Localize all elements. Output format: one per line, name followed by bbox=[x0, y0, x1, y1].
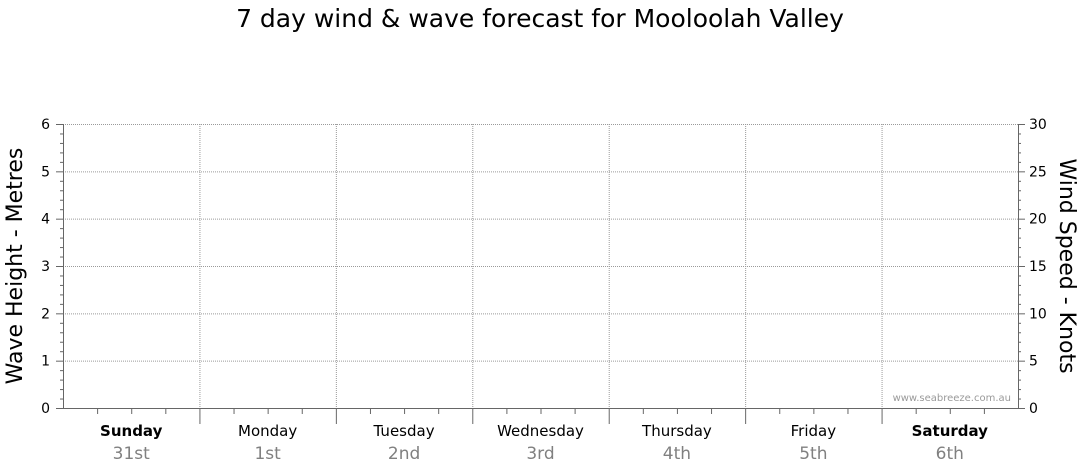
y-right-tick-label: 15 bbox=[1029, 259, 1047, 275]
y-left-tick-label: 5 bbox=[41, 164, 50, 180]
y-right-tick-label: 10 bbox=[1029, 306, 1047, 322]
day-label: Monday bbox=[238, 422, 297, 440]
y-left-tick-label: 4 bbox=[41, 212, 50, 228]
day-label: Sunday bbox=[100, 422, 163, 440]
day-label: Friday bbox=[791, 422, 837, 440]
watermark: www.seabreeze.com.au bbox=[893, 393, 1011, 404]
day-label: Saturday bbox=[912, 422, 989, 440]
day-label: Tuesday bbox=[373, 422, 435, 440]
y-left-tick-label: 0 bbox=[41, 401, 50, 417]
y-right-tick-label: 0 bbox=[1029, 401, 1038, 417]
day-date-label: 2nd bbox=[388, 444, 420, 464]
day-label: Thursday bbox=[641, 422, 712, 440]
day-date-label: 6th bbox=[936, 444, 964, 464]
y-left-tick-label: 6 bbox=[41, 117, 50, 133]
y-left-tick-label: 3 bbox=[41, 259, 50, 275]
day-date-label: 3rd bbox=[526, 444, 554, 464]
y-right-axis-label: Wind Speed - Knots bbox=[1054, 158, 1079, 373]
y-left-tick-label: 1 bbox=[41, 354, 50, 370]
y-right-tick-label: 5 bbox=[1029, 354, 1038, 370]
y-right-tick-label: 30 bbox=[1029, 117, 1047, 133]
chart-title: 7 day wind & wave forecast for Mooloolah… bbox=[236, 4, 844, 33]
day-label: Wednesday bbox=[497, 422, 584, 440]
day-date-label: 1st bbox=[254, 444, 281, 464]
y-left-axis-label: Wave Height - Metres bbox=[3, 148, 28, 385]
day-date-label: 5th bbox=[799, 444, 827, 464]
y-right-tick-label: 25 bbox=[1029, 164, 1047, 180]
y-right-tick-label: 20 bbox=[1029, 212, 1047, 228]
y-left-tick-label: 2 bbox=[41, 306, 50, 322]
day-date-label: 4th bbox=[663, 444, 691, 464]
day-date-label: 31st bbox=[113, 444, 150, 464]
